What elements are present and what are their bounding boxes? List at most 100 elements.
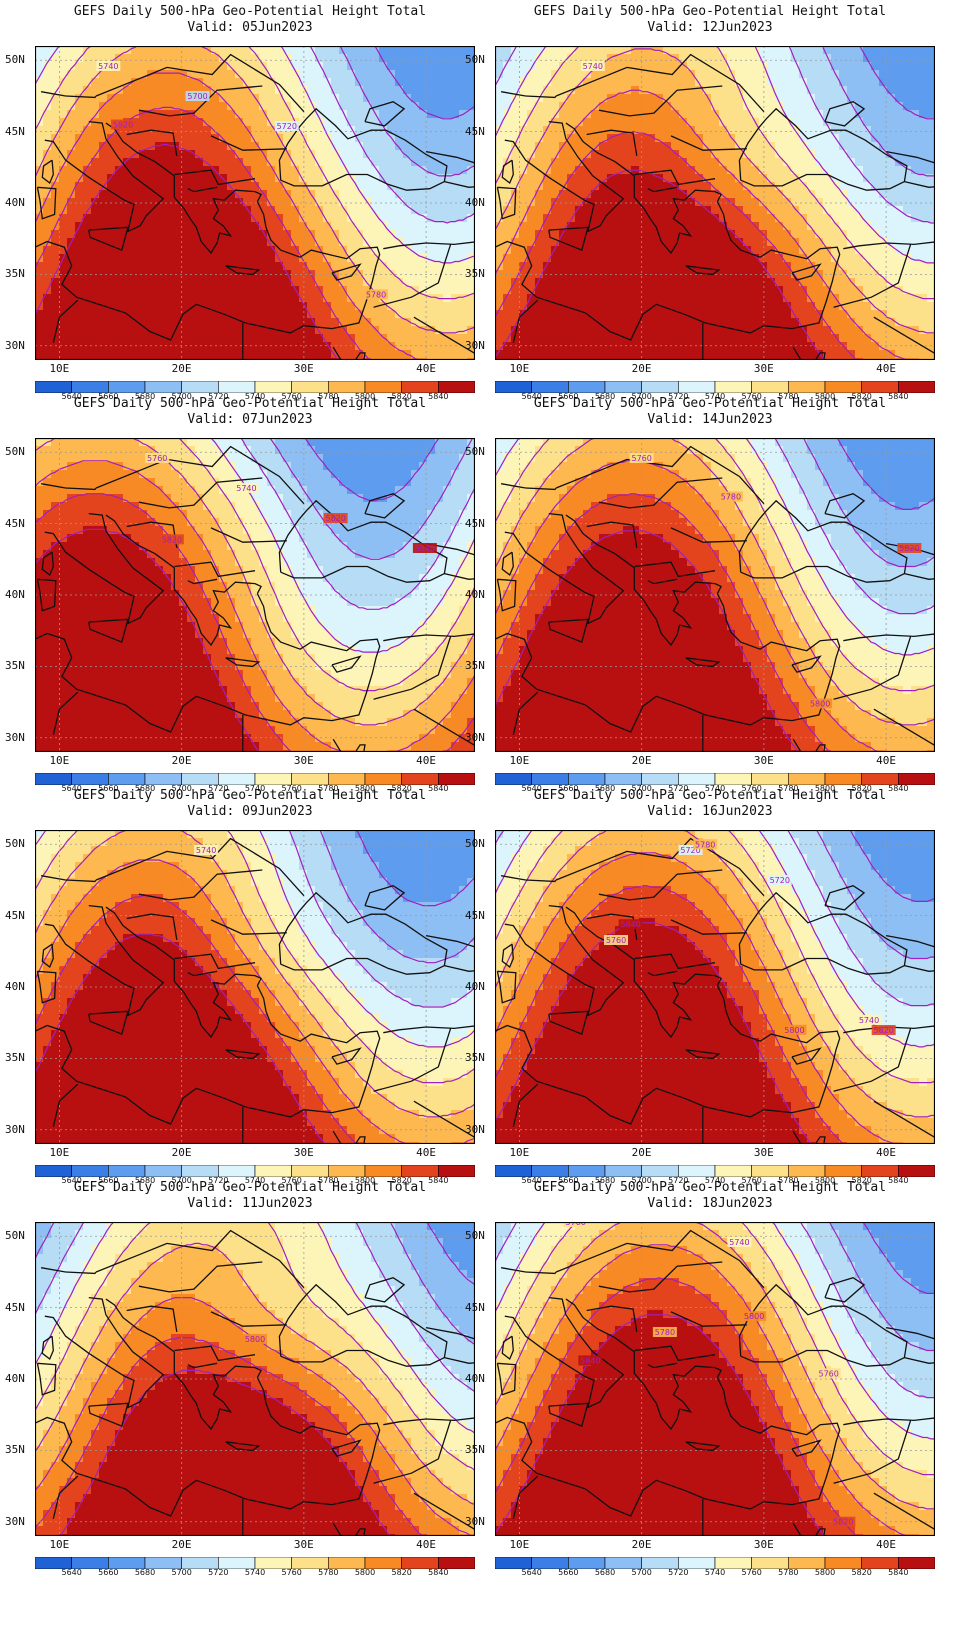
contour-line [35, 438, 475, 726]
coastline [598, 477, 723, 509]
coastline [525, 879, 557, 883]
colorbar [34, 378, 476, 394]
coastline [88, 226, 129, 251]
contour-label: 5780 [366, 290, 386, 299]
lon-tick-label: 40E [876, 754, 896, 767]
coastline [685, 657, 721, 668]
coastline [36, 186, 57, 220]
colorbar-labels: 5640 5660 5680 5700 5720 5740 5760 5780 5800 5820… [495, 784, 935, 796]
panel-valid-date: Valid: 12Jun2023 [647, 20, 773, 35]
lon-tick-label: 30E [293, 1146, 314, 1159]
contour-line [495, 460, 935, 752]
coastline [44, 1296, 165, 1409]
coastline [225, 1441, 261, 1452]
colorbar-level-label: 5760 [741, 392, 762, 401]
coastline [555, 1229, 765, 1289]
colorbar-level-label: 5780 [318, 784, 339, 793]
panel-title: GEFS Daily 500-hPa Geo-Potential Height … [533, 788, 887, 803]
coastline [52, 1083, 79, 1128]
coastline [383, 1025, 475, 1034]
colorbar-level-label: 5760 [741, 1176, 762, 1185]
lat-tick-label: 45N [465, 1300, 485, 1314]
coastline [40, 1267, 66, 1273]
coastline [843, 633, 935, 642]
lat-tick-label: 40N [465, 980, 485, 993]
contour-line [862, 1222, 935, 1294]
coastline [670, 919, 747, 935]
contour-label: 5740 [236, 484, 256, 493]
lon-tick-label: 40E [416, 362, 436, 375]
lat-tick-label: 45N [465, 908, 485, 922]
height-map-svg: 5740 5760 5760 5780 5800 5820 5840 [495, 1222, 935, 1536]
coastlines [495, 53, 935, 360]
contour-line [495, 922, 812, 1144]
lat-tick-label: 30N [5, 730, 25, 744]
panel-valid-date: Valid: 14Jun2023 [647, 412, 773, 427]
gridlines [35, 46, 475, 360]
coastline [174, 561, 256, 578]
colorbar-level-label: 5720 [668, 784, 689, 793]
coastline [364, 1276, 406, 1303]
lat-tick-label: 30N [465, 338, 485, 352]
coastline [548, 226, 589, 251]
contour-label: 5780 [655, 1328, 675, 1337]
coastline [598, 85, 723, 117]
coastline [364, 492, 406, 519]
coastline [332, 1130, 366, 1144]
colorbar-level-label: 5800 [354, 1176, 376, 1185]
lon-tick-label: 20E [171, 362, 192, 375]
colorbar-level-label: 5740 [244, 1568, 266, 1577]
map-frame [495, 46, 935, 360]
lat-tick-label: 30N [5, 1122, 25, 1136]
coastline [187, 1362, 218, 1369]
colorbar-level-label: 5660 [98, 392, 119, 401]
coastline [565, 906, 722, 1039]
lon-tick-label: 20E [631, 362, 652, 375]
coastline [885, 934, 935, 948]
coastlines [35, 53, 475, 360]
contour-label: 5740 [98, 62, 118, 71]
colorbar-level-label: 5820 [851, 1176, 872, 1185]
coastline [792, 738, 826, 752]
contour-line [269, 438, 474, 560]
contour-label: 5740 [729, 1238, 749, 1247]
colorbar [494, 770, 936, 786]
coastline [904, 572, 935, 580]
coastline [873, 316, 935, 355]
shaded-field [495, 46, 935, 360]
coastline [174, 169, 256, 186]
coastline [225, 1049, 261, 1060]
coastline [647, 970, 678, 977]
colorbar-level-label: 5740 [704, 1176, 726, 1185]
colorbar-level-label: 5800 [354, 784, 376, 793]
contour-label: 5820 [325, 514, 345, 523]
panel-valid-date: Valid: 07Jun2023 [187, 412, 313, 427]
colorbar-level-label: 5800 [354, 392, 376, 401]
coastline [95, 837, 305, 897]
lat-tick-label: 30N [5, 1514, 25, 1528]
gridlines [35, 830, 475, 1144]
height-map: 5740 5700 5720 5780 5820 [35, 46, 475, 360]
colorbar-level-label: 5660 [98, 784, 119, 793]
coastline [904, 964, 935, 972]
coastline [500, 875, 526, 881]
height-map: 5760 5740 5820 5840 5820 [35, 438, 475, 752]
colorbar-labels: 5640 5660 5680 5700 5720 5740 5760 5780 5800 5820… [495, 1568, 935, 1580]
colorbar-level-label: 5720 [208, 392, 229, 401]
coastline [501, 1335, 514, 1361]
map-panel: GEFS Daily 500-hPa Geo-Potential Height … [0, 0, 476, 401]
coastline [425, 542, 475, 556]
coastline [105, 514, 262, 647]
gridlines [495, 46, 935, 360]
coastline [685, 265, 721, 276]
lat-tick-label: 40N [465, 196, 485, 209]
colorbar-level-label: 5780 [778, 784, 799, 793]
coastline [105, 122, 262, 255]
colorbar-level-label: 5660 [558, 392, 579, 401]
contour-line [836, 438, 935, 510]
shaded-field [35, 830, 475, 1144]
coastline [95, 1229, 305, 1289]
contour-label: 5780 [721, 493, 741, 502]
coastline [41, 551, 54, 577]
colorbar-level-label: 5640 [521, 1568, 542, 1577]
